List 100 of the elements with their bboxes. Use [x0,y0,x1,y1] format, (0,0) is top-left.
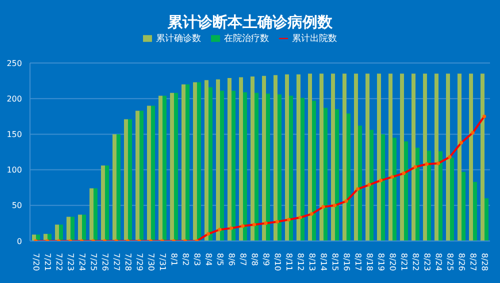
x-tick-label: 8/15 [330,253,340,271]
x-tick-label: 8/8 [250,253,260,266]
x-tick-label: 8/16 [342,253,352,271]
bar [101,166,105,241]
bar [423,74,427,241]
bar [312,100,316,241]
bar [216,79,220,241]
bar [55,224,59,241]
bar [254,92,258,241]
y-tick-label: 50 [12,201,22,210]
x-tick-label: 8/23 [422,253,432,271]
bar [90,188,94,241]
bar [392,138,396,241]
bar [208,87,212,241]
x-tick-label: 7/30 [146,253,156,271]
chart-title: 累计诊断本土确诊病例数 [166,13,334,32]
legend-label: 累计出院数 [292,34,337,44]
bar [243,92,247,241]
x-tick-label: 7/23 [66,253,76,271]
bar [193,82,197,241]
x-tick-label: 8/6 [227,253,236,266]
legend-label: 在院治疗数 [224,34,269,44]
x-tick-label: 7/28 [124,253,133,271]
bar [128,119,132,241]
bar [462,172,466,241]
bar [285,74,289,241]
x-tick-label: 8/9 [262,253,271,266]
bar [250,76,254,241]
bar [366,74,370,241]
bar [278,94,282,241]
bar [116,134,120,241]
bar [151,106,155,241]
y-tick-label: 0 [16,236,22,246]
x-tick-label: 8/1 [170,253,179,266]
bar [438,151,442,241]
y-tick-label: 100 [6,166,22,175]
bar [289,96,293,241]
bar [320,74,324,241]
bar [480,74,484,241]
x-tick-label: 8/17 [354,253,363,271]
bar [473,182,477,241]
bar [124,119,128,241]
bar [335,109,339,241]
bar [197,82,201,241]
bar [324,108,328,241]
bar [78,214,82,241]
x-tick-label: 8/21 [400,253,409,271]
bar [346,114,350,241]
x-tick-label: 7/22 [54,253,64,271]
bar [381,134,385,241]
bar [308,74,312,241]
x-tick-label: 8/13 [308,253,317,271]
bar [204,80,208,241]
bar [469,74,473,241]
bar [105,166,109,241]
y-tick-label: 250 [6,58,22,68]
x-tick-label: 8/20 [388,253,398,271]
x-tick-label: 8/25 [446,253,455,271]
bar [416,148,420,241]
x-tick-label: 8/22 [411,253,420,271]
bar [404,141,408,241]
y-tick-label: 200 [6,94,22,104]
bar [228,78,232,241]
x-tick-label: 7/31 [158,253,168,271]
x-tick-label: 8/19 [376,253,386,271]
bar [174,92,178,241]
bar [186,84,190,241]
bar [484,198,488,241]
bar [274,75,278,241]
x-tick-label: 7/21 [43,253,52,271]
bar [162,96,166,241]
bar [94,188,98,241]
bar [220,90,224,241]
bar [354,74,358,241]
x-tick-label: 7/27 [112,253,122,271]
bar [331,74,335,241]
bar [147,106,151,241]
bar [82,214,86,241]
x-tick-label: 8/11 [284,253,294,271]
bar [140,110,144,241]
bar [400,74,404,241]
bar [358,126,362,241]
bar [370,130,374,241]
x-tick-label: 8/5 [216,253,225,266]
bar [388,74,392,241]
bar [262,76,266,241]
x-tick-label: 8/24 [434,253,444,271]
bar [377,74,381,241]
bar [300,98,304,241]
bar [446,74,450,241]
bar [266,94,270,241]
x-tick-label: 7/20 [32,253,41,271]
bar [450,158,454,241]
bar [458,74,462,241]
bar [136,110,140,241]
bar [182,84,186,241]
x-tick-label: 8/27 [468,253,478,271]
bar [434,74,438,241]
bar [70,216,74,241]
x-tick-label: 7/24 [78,253,87,271]
